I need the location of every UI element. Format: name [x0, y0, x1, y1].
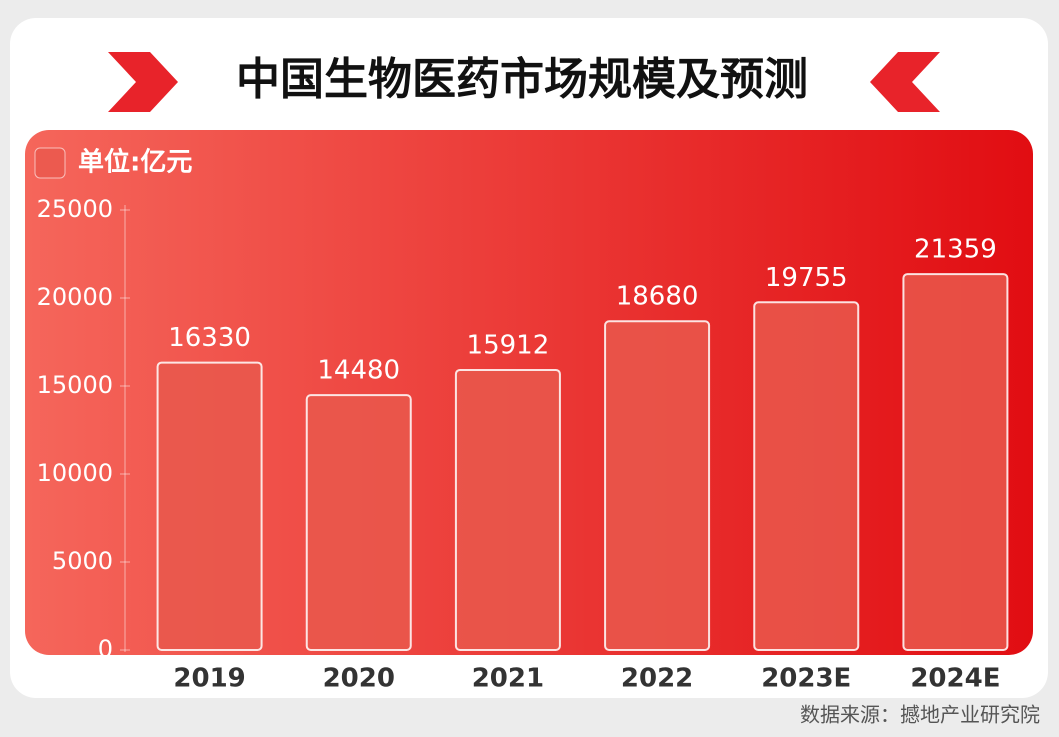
- bar: [753, 301, 860, 651]
- y-tick-label: 10000: [37, 459, 113, 487]
- bar: [902, 273, 1009, 651]
- value-label: 14480: [317, 356, 400, 386]
- x-tick-label: 2021: [472, 664, 544, 694]
- value-label: 16330: [168, 323, 251, 353]
- x-tick-label: 2024E: [910, 664, 1000, 694]
- x-tick-label: 2019: [173, 664, 245, 694]
- source: 数据来源：撼地产业研究院: [800, 703, 1040, 727]
- chart-title: 中国生物医药市场规模及预测: [236, 54, 808, 105]
- legend-swatch: [34, 147, 66, 179]
- bar: [454, 368, 561, 651]
- y-tick-label: 15000: [37, 371, 113, 399]
- y-tick-label: 0: [98, 635, 113, 663]
- y-tick-label: 20000: [37, 283, 113, 311]
- bar: [604, 320, 711, 651]
- y-tick-label: 25000: [37, 195, 113, 223]
- value-label: 21359: [914, 235, 997, 265]
- bar: [305, 394, 412, 652]
- x-tick-label: 2020: [323, 664, 395, 694]
- x-tick-label: 2022: [621, 664, 693, 694]
- value-label: 18680: [616, 282, 699, 312]
- x-tick-label: 2023E: [761, 664, 851, 694]
- value-label: 19755: [765, 263, 848, 293]
- right-chevron: [870, 52, 940, 112]
- left-chevron: [108, 52, 178, 112]
- y-tick-label: 5000: [52, 547, 113, 575]
- legend-label: 单位:亿元: [78, 147, 192, 178]
- bar: [156, 361, 263, 651]
- value-label: 15912: [467, 330, 550, 360]
